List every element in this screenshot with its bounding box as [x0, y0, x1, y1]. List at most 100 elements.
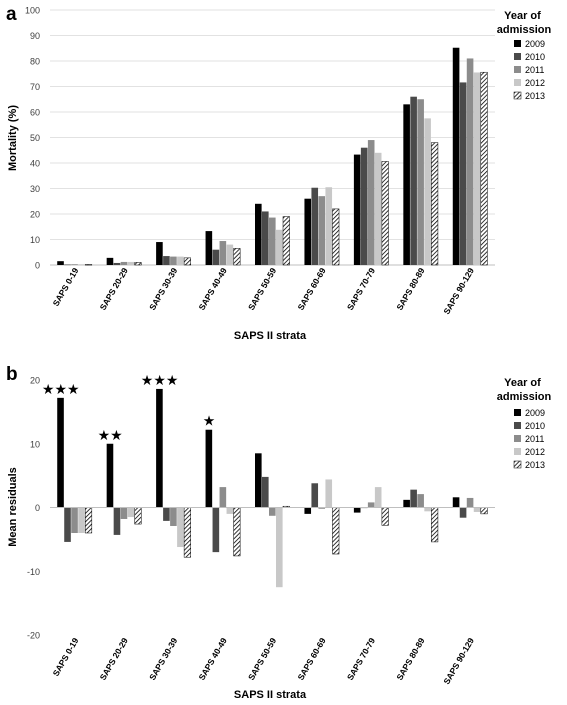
bar [431, 507, 439, 543]
legend-label: 2011 [525, 434, 544, 444]
panel-b-significance-stars: ★★★★★★★★★ [42, 372, 215, 443]
y-tick-label: 20 [30, 210, 40, 220]
legend-label: 2012 [525, 447, 545, 457]
x-tick-label: SAPS 30-39 [147, 266, 179, 312]
panel-a-legend: Year of admission 2009 2010 2011 2012 2013 [497, 10, 552, 101]
legend-swatch [513, 91, 522, 100]
bar [410, 489, 417, 508]
panel-b-y-tick-labels: -20 -10 0 10 20 [27, 376, 40, 641]
panel-a-x-axis-title: SAPS II strata [234, 330, 307, 342]
x-tick-label: SAPS 40-49 [197, 636, 229, 682]
y-tick-label: 90 [30, 31, 40, 41]
bar [156, 242, 163, 265]
bar [417, 99, 424, 265]
bar [325, 187, 333, 265]
bar [57, 261, 64, 265]
y-tick-label: 0 [35, 261, 40, 271]
bar [325, 479, 333, 508]
bar [156, 388, 163, 508]
bar [233, 248, 241, 266]
bar [127, 507, 135, 518]
x-tick-label: SAPS 60-69 [295, 636, 327, 682]
panel-a-y-axis-title: Mortality (%) [7, 105, 19, 171]
bar [473, 72, 481, 265]
x-tick-label: SAPS 20-29 [98, 266, 130, 312]
legend-label: 2009 [525, 39, 545, 49]
bar [64, 507, 71, 542]
panel-a-bars [57, 47, 488, 266]
bar [424, 118, 431, 265]
bar [226, 507, 234, 514]
bar [163, 256, 170, 265]
bar [311, 483, 319, 508]
y-tick-label: 20 [30, 376, 40, 386]
bar [459, 507, 467, 518]
y-tick-label: -10 [27, 567, 40, 577]
bar [177, 256, 184, 265]
bar [473, 507, 481, 512]
bar [353, 154, 361, 265]
bar [367, 502, 375, 508]
bar [120, 507, 128, 519]
bar [466, 497, 474, 508]
x-tick-label: SAPS 90-129 [441, 636, 476, 686]
legend-title-line-1: Year of [504, 377, 541, 389]
x-tick-label: SAPS 0-19 [51, 266, 81, 308]
bar [374, 487, 382, 508]
bar [459, 82, 467, 265]
y-tick-label: 40 [30, 159, 40, 169]
bar [276, 507, 283, 588]
significance-stars: ★★★ [141, 372, 179, 388]
legend-label: 2013 [525, 460, 545, 470]
panel-b: b Mean residuals SAPS II strata -20 -10 0 1… [6, 364, 551, 701]
panel-a-legend-title: Year of admission [497, 10, 552, 36]
bar [480, 71, 488, 266]
bar [269, 217, 276, 265]
y-tick-label: 10 [30, 439, 40, 449]
panel-b-legend-title: Year of admission [497, 377, 552, 403]
significance-stars: ★★★ [42, 381, 80, 397]
legend-title-line-1: Year of [504, 10, 541, 22]
x-tick-label: SAPS 60-69 [295, 266, 327, 312]
legend-label: 2010 [525, 52, 545, 62]
bar [170, 507, 177, 526]
bar [233, 507, 241, 557]
bar [226, 244, 234, 265]
panel-a-legend-items: 2009 2010 2011 2012 2013 [513, 39, 545, 101]
legend-swatch [513, 460, 522, 469]
bar [367, 140, 375, 265]
x-tick-label: SAPS 80-89 [394, 266, 426, 312]
bar [219, 241, 227, 265]
panel-a-y-tick-labels: 0 10 20 30 40 50 60 70 80 90 100 [25, 6, 40, 271]
x-tick-label: SAPS 50-59 [246, 266, 278, 312]
x-tick-label: SAPS 20-29 [98, 636, 130, 682]
legend-swatch [514, 53, 521, 60]
bar [417, 494, 424, 508]
y-tick-label: 60 [30, 108, 40, 118]
panel-b-legend: Year of admission 2009 2010 2011 2012 2013 [497, 377, 552, 470]
x-tick-label: SAPS 90-129 [441, 266, 476, 316]
bar [127, 261, 135, 265]
legend-title-line-2: admission [497, 391, 552, 403]
bar [64, 264, 71, 266]
significance-stars: ★ [203, 413, 216, 429]
bar [381, 161, 389, 266]
panel-b-bars [57, 388, 488, 588]
bar [318, 507, 326, 509]
x-tick-label: SAPS 50-59 [246, 636, 278, 682]
bar [84, 507, 93, 534]
bar [304, 198, 312, 265]
bar [255, 203, 262, 265]
bar [205, 231, 213, 265]
significance-stars: ★★ [98, 427, 123, 443]
bar [219, 487, 227, 508]
bar [134, 507, 142, 525]
bar [452, 497, 460, 508]
bar [381, 507, 389, 526]
panel-b-x-axis-title: SAPS II strata [234, 689, 307, 701]
bar [262, 476, 269, 508]
legend-label: 2010 [525, 421, 545, 431]
legend-title-line-2: admission [497, 24, 552, 36]
legend-swatch [514, 40, 521, 47]
legend-label: 2009 [525, 408, 545, 418]
